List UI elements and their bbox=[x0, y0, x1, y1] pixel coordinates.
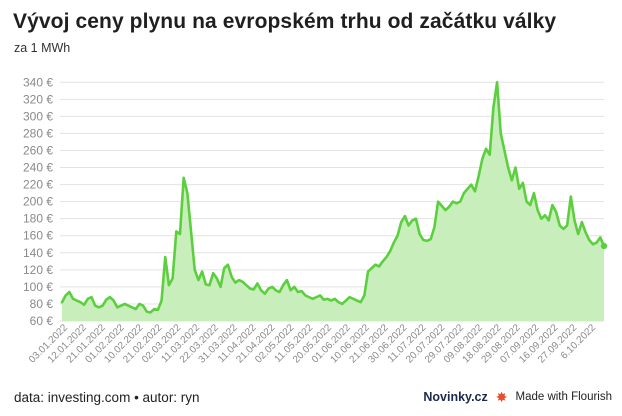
series-line bbox=[60, 80, 606, 314]
brand-logo-text[interactable]: Novinky.cz bbox=[423, 390, 488, 404]
y-tick-label: 300 € bbox=[23, 109, 53, 123]
y-tick-label: 220 € bbox=[23, 178, 53, 192]
y-tick-label: 100 € bbox=[23, 280, 53, 294]
last-data-point bbox=[600, 242, 608, 250]
series-area bbox=[62, 82, 604, 321]
y-tick-label: 200 € bbox=[23, 195, 53, 209]
y-tick-label: 160 € bbox=[23, 229, 53, 243]
source-credit: data: investing.com • autor: ryn bbox=[14, 390, 200, 405]
y-tick-label: 340 € bbox=[23, 75, 53, 89]
y-tick-label: 180 € bbox=[23, 212, 53, 226]
y-tick-label: 80 € bbox=[30, 297, 54, 311]
footer-brand-area: Novinky.cz ✸ Made with Flourish bbox=[423, 390, 612, 404]
chart-title: Vývoj ceny plynu na evropském trhu od za… bbox=[13, 10, 557, 33]
y-axis-ticks: 60 € 80 € 100 € 120 € 140 € 160 € 180 € 200 € 22… bbox=[23, 75, 53, 328]
y-tick-label: 260 € bbox=[23, 143, 53, 157]
flourish-burst-icon: ✸ bbox=[495, 389, 508, 405]
y-tick-label: 120 € bbox=[23, 263, 53, 277]
y-tick-label: 60 € bbox=[30, 314, 54, 328]
y-tick-label: 140 € bbox=[23, 246, 53, 260]
y-tick-label: 280 € bbox=[23, 126, 53, 140]
x-axis-ticks: 03.01.202212.01.202221.01.202201.02.2022… bbox=[27, 322, 598, 365]
chart-subtitle: za 1 MWh bbox=[14, 41, 71, 55]
made-with-flourish-link[interactable]: Made with Flourish bbox=[515, 391, 612, 403]
y-tick-label: 320 € bbox=[23, 92, 53, 106]
y-tick-label: 240 € bbox=[23, 161, 53, 175]
